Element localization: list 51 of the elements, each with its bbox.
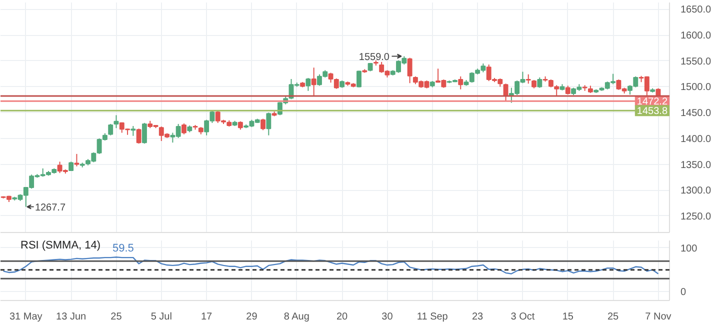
annotation: 59.5 (112, 242, 134, 254)
chart-title: RSI (SMMA, 14) (20, 240, 101, 252)
y-tick-label: 1250.0 (680, 211, 712, 222)
line-series (2, 256, 659, 274)
x-tick-label: 25 (607, 312, 620, 322)
x-tick-label: 25 (110, 312, 122, 322)
x-tick-label: 29 (246, 312, 258, 322)
x-tick-label: 15 (562, 312, 574, 322)
y-tick-label: 1650.0 (680, 4, 712, 16)
y-tick-label: 1600.0 (680, 30, 712, 42)
candlestick (503, 83, 508, 102)
x-tick-label: 31 May (10, 312, 42, 322)
x-tick-label: 20 (336, 312, 348, 322)
y-tick-label: 100 (680, 243, 698, 254)
annotation: 1559.0 (358, 52, 390, 63)
x-tick-label: 8 Aug (284, 312, 310, 322)
candlestick (114, 114, 119, 129)
candlestick (142, 122, 147, 144)
candlestick (130, 126, 136, 136)
y-tick-label: 1300.0 (680, 186, 712, 197)
candlestick (108, 123, 114, 136)
candlestick (260, 118, 266, 131)
x-tick-label: 7 Nov (645, 312, 672, 322)
y-tick-label: 1400.0 (680, 134, 712, 145)
candlestick (458, 76, 464, 90)
x-tick-label: 3 Oct (510, 312, 535, 322)
y-tick-label: 1450.0 (680, 108, 712, 120)
candlestick (356, 70, 362, 88)
candlestick (68, 161, 74, 172)
x-tick-label: 17 (201, 312, 213, 322)
ref-line-label: 1453.8 (636, 106, 668, 118)
candlestick (182, 122, 186, 135)
x-tick-label: 30 (382, 312, 394, 322)
candlestick (306, 77, 311, 92)
ref-line-label: 1472.2 (636, 96, 668, 108)
x-tick-label: 13 Jun (56, 312, 86, 322)
y-tick-label: 1550.0 (680, 56, 712, 68)
x-tick-label: 11 Sep (416, 312, 448, 322)
candlestick (266, 112, 272, 136)
x-tick-label: 5 Jul (150, 312, 172, 322)
candlestick (537, 76, 542, 88)
candlestick (526, 74, 531, 84)
y-tick-label: 1500.0 (680, 82, 712, 94)
y-tick-label: 0 (680, 287, 686, 298)
candlestick (407, 57, 412, 84)
candlestick (311, 67, 316, 97)
candlestick (136, 128, 142, 144)
annotation: 1267.7 (34, 202, 66, 214)
y-tick-label: 1350.0 (680, 160, 712, 171)
x-tick-label: 23 (472, 312, 484, 322)
candlestick (74, 153, 80, 167)
